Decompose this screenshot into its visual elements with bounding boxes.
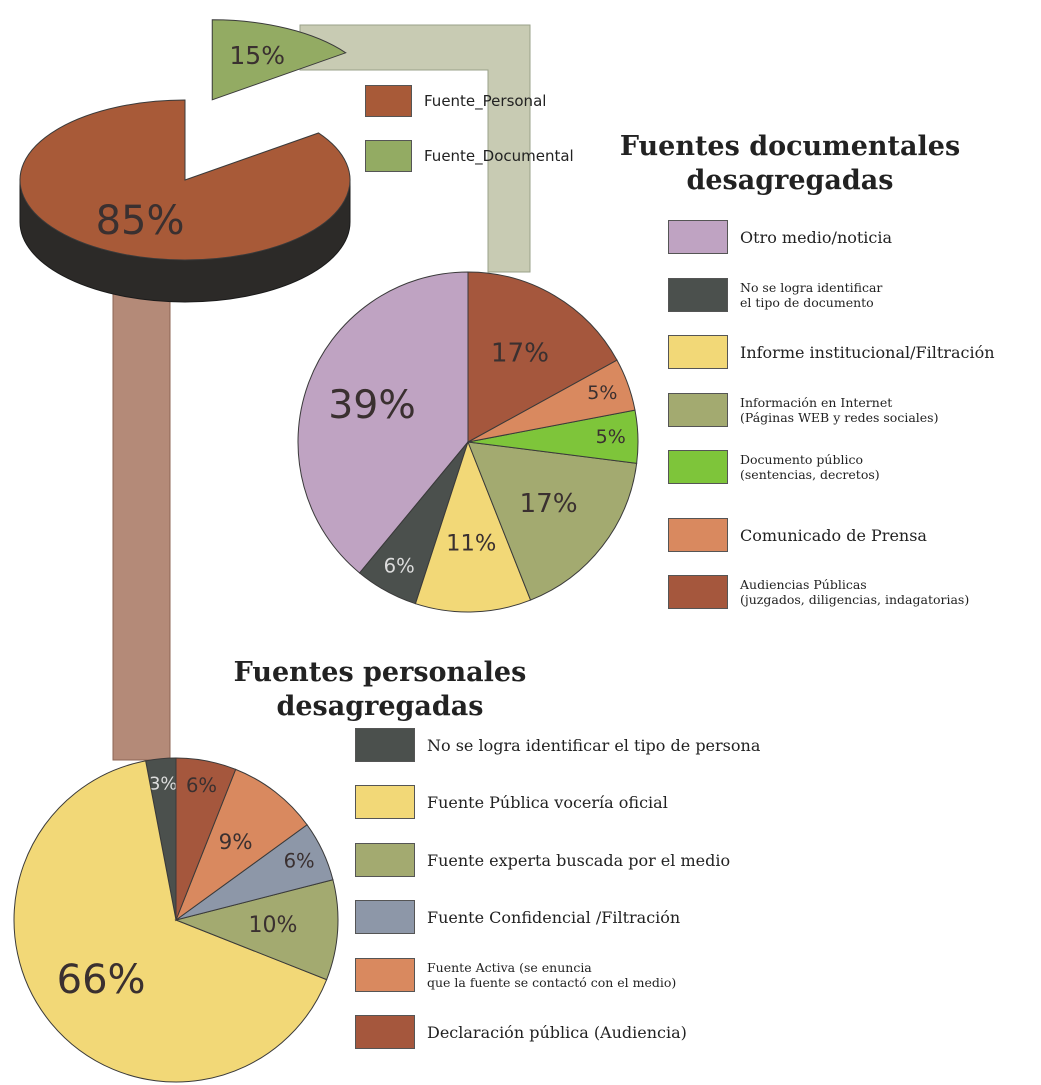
legend-item: Audiencias Públicas (juzgados, diligenci… bbox=[668, 575, 969, 609]
pie-slice bbox=[175, 757, 237, 921]
legend-item: Fuente_Personal bbox=[365, 85, 546, 117]
legend-swatch bbox=[355, 843, 415, 877]
data-label: 3% bbox=[149, 774, 177, 795]
legend-label: Documento público (sentencias, decretos) bbox=[740, 452, 880, 482]
legend-item: Informe institucional/Filtración bbox=[668, 335, 995, 369]
legend-label: Otro medio/noticia bbox=[740, 227, 893, 247]
legend-item: Documento público (sentencias, decretos) bbox=[668, 450, 880, 484]
legend-item: Comunicado de Prensa bbox=[668, 518, 927, 552]
legend-item: Fuente Activa (se enuncia que la fuente … bbox=[355, 958, 676, 992]
pie-slice bbox=[13, 760, 328, 1083]
legend-swatch bbox=[365, 85, 412, 117]
legend-label: Declaración pública (Audiencia) bbox=[427, 1022, 687, 1042]
legend-label: Fuente Confidencial /Filtración bbox=[427, 907, 681, 927]
legend-label: Fuente_Documental bbox=[424, 146, 574, 165]
legend-item: Información en Internet (Páginas WEB y r… bbox=[668, 393, 938, 427]
legend-label: Fuente_Personal bbox=[424, 91, 547, 110]
legend-item: No se logra identificar el tipo de docum… bbox=[668, 278, 882, 312]
data-label: 6% bbox=[284, 850, 315, 873]
data-label: 85% bbox=[96, 198, 185, 244]
legend-label: Fuente Pública vocería oficial bbox=[427, 792, 668, 812]
legend-swatch bbox=[355, 1015, 415, 1049]
data-label: 6% bbox=[186, 774, 217, 797]
legend-item: Fuente experta buscada por el medio bbox=[355, 843, 730, 877]
legend-swatch bbox=[668, 450, 728, 484]
legend-label: Informe institucional/Filtración bbox=[740, 342, 995, 362]
legend-item: Fuente Pública vocería oficial bbox=[355, 785, 668, 819]
pie-slice bbox=[297, 271, 469, 574]
chart-title: Fuentes personales desagregadas bbox=[233, 657, 527, 722]
legend-label: Fuente Activa (se enuncia que la fuente … bbox=[427, 960, 677, 990]
data-label: 9% bbox=[219, 830, 253, 855]
legend-item: Declaración pública (Audiencia) bbox=[355, 1015, 687, 1049]
legend-label: Audiencias Públicas (juzgados, diligenci… bbox=[740, 577, 970, 607]
legend-item: No se logra identificar el tipo de perso… bbox=[355, 728, 760, 762]
legend-swatch bbox=[668, 335, 728, 369]
legend-swatch bbox=[668, 220, 728, 254]
legend-swatch bbox=[365, 140, 412, 172]
legend-swatch bbox=[668, 575, 728, 609]
data-label: 5% bbox=[596, 426, 626, 448]
pie-slice bbox=[211, 19, 347, 101]
legend-swatch bbox=[668, 278, 728, 312]
data-label: 5% bbox=[587, 382, 617, 404]
legend-item: Otro medio/noticia bbox=[668, 220, 892, 254]
legend-swatch bbox=[355, 728, 415, 762]
data-label: 11% bbox=[446, 530, 496, 556]
pie-slice bbox=[414, 440, 532, 613]
data-label: 17% bbox=[491, 339, 549, 369]
data-label: 17% bbox=[519, 489, 577, 519]
legend-label: No se logra identificar el tipo de docum… bbox=[740, 280, 883, 310]
data-label: 10% bbox=[249, 913, 298, 938]
legend-label: Comunicado de Prensa bbox=[740, 525, 927, 545]
legend-item: Fuente_Documental bbox=[365, 140, 574, 172]
legend-swatch bbox=[355, 958, 415, 992]
data-label: 15% bbox=[229, 41, 285, 70]
pie-slice bbox=[174, 768, 308, 922]
legend-swatch bbox=[668, 518, 728, 552]
legend-swatch bbox=[355, 785, 415, 819]
data-label: 39% bbox=[328, 382, 416, 428]
data-label: 6% bbox=[384, 555, 415, 578]
legend-item: Fuente Confidencial /Filtración bbox=[355, 900, 680, 934]
pie-slice bbox=[19, 99, 351, 261]
pie-slice bbox=[467, 271, 618, 443]
legend-swatch bbox=[355, 900, 415, 934]
legend-label: Información en Internet (Páginas WEB y r… bbox=[740, 395, 939, 425]
legend-label: Fuente experta buscada por el medio bbox=[427, 850, 731, 870]
legend-swatch bbox=[668, 393, 728, 427]
pie-slice bbox=[467, 441, 638, 601]
data-label: 66% bbox=[57, 957, 146, 1003]
pie-slice bbox=[174, 879, 339, 981]
legend-label: No se logra identificar el tipo de perso… bbox=[427, 735, 761, 755]
chart-title: Fuentes documentales desagregadas bbox=[619, 131, 961, 196]
connector-band bbox=[112, 289, 171, 761]
